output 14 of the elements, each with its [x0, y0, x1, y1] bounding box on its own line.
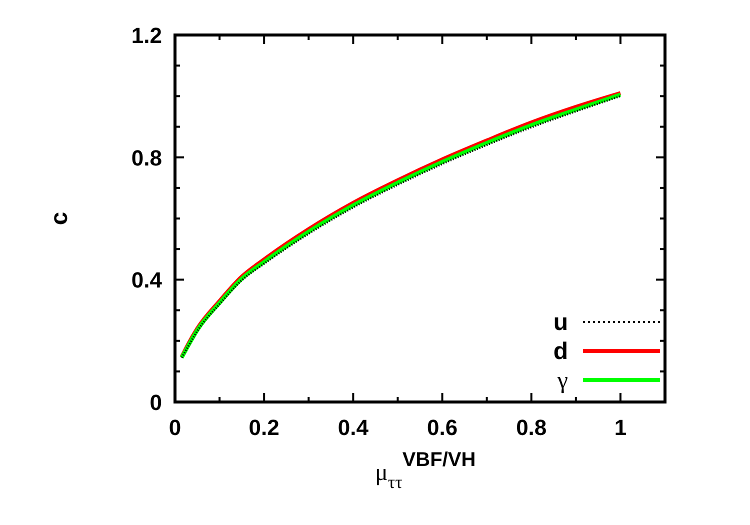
x-tick-label: 0.8: [516, 415, 547, 440]
y-axis-title: c: [46, 212, 73, 226]
x-tick-label: 1: [614, 415, 627, 440]
x-tick-label: 0.2: [248, 415, 280, 440]
y-tick-label: 0: [150, 390, 162, 415]
legend-label: γ: [556, 368, 568, 394]
y-tick-label: 1.2: [131, 23, 162, 48]
y-tick-label: 0.8: [131, 145, 162, 170]
y-tick-label: 0.4: [131, 268, 163, 293]
legend-label: d: [553, 338, 568, 365]
x-tick-label: 0.6: [426, 415, 458, 440]
legend-label: u: [553, 309, 568, 336]
x-tick-label: 0.4: [338, 415, 370, 440]
x-tick-label: 0: [168, 415, 182, 440]
